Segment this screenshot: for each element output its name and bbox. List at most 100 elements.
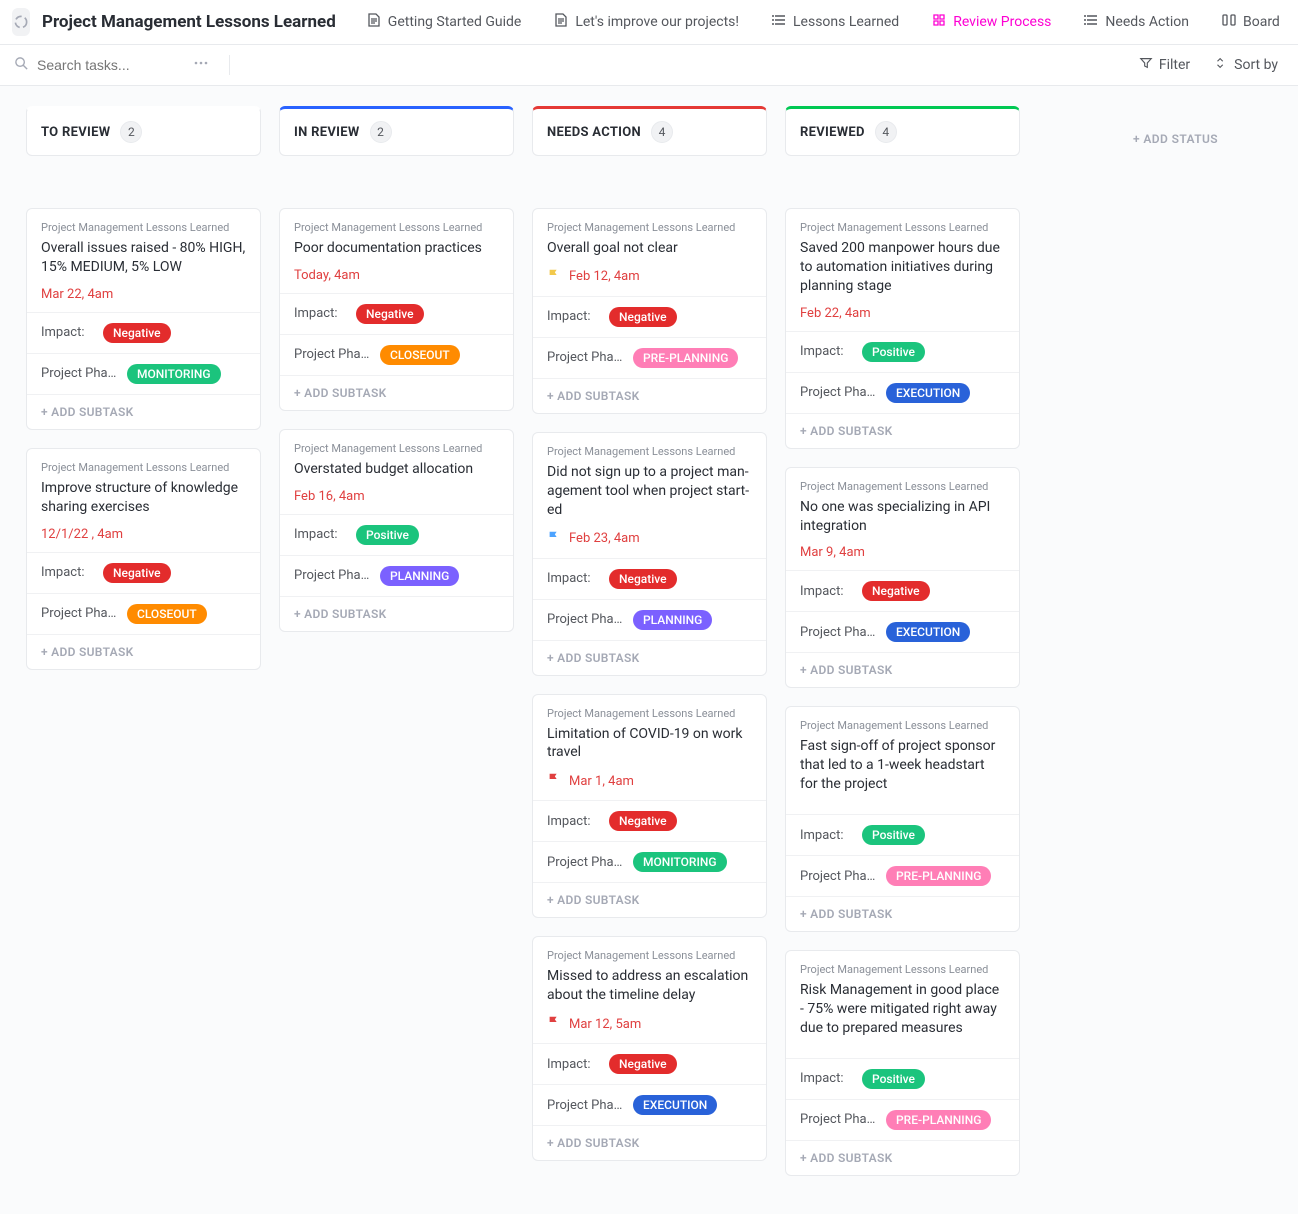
phase-badge: PRE-PLANNING bbox=[633, 348, 738, 368]
card-due-date: Feb 12, 4am bbox=[569, 269, 640, 284]
tab-getting-started-guide[interactable]: Getting Started Guide bbox=[356, 6, 532, 38]
impact-label: Impact: bbox=[547, 1057, 599, 1072]
phase-badge: MONITORING bbox=[633, 852, 727, 872]
impact-badge: Negative bbox=[609, 811, 677, 831]
impact-label: Impact: bbox=[294, 527, 346, 542]
add-subtask-button[interactable]: + ADD SUBTASK bbox=[786, 413, 1019, 448]
add-subtask-button[interactable]: + ADD SUBTASK bbox=[280, 375, 513, 410]
impact-field: Impact: Negative bbox=[280, 293, 513, 334]
task-card[interactable]: Project Management Lessons Learned Fast … bbox=[785, 706, 1020, 932]
sort-label: Sort by bbox=[1234, 57, 1278, 73]
phase-label: Project Phase: bbox=[547, 855, 623, 870]
phase-field: Project Phase: PRE-PLANNING bbox=[786, 1099, 1019, 1140]
task-card[interactable]: Project Management Lessons Learned No on… bbox=[785, 467, 1020, 689]
flag-icon bbox=[547, 530, 561, 548]
card-due-date: Mar 1, 4am bbox=[569, 774, 634, 789]
card-project-label: Project Management Lessons Learned bbox=[294, 221, 499, 234]
tab-review-process[interactable]: Review Process bbox=[921, 6, 1061, 38]
search-input[interactable] bbox=[37, 57, 177, 73]
impact-field: Impact: Positive bbox=[786, 814, 1019, 855]
phase-label: Project Phase: bbox=[547, 612, 623, 627]
column-title: NEEDS ACTION bbox=[547, 125, 641, 140]
impact-label: Impact: bbox=[294, 306, 346, 321]
impact-field: Impact: Positive bbox=[786, 1058, 1019, 1099]
add-subtask-button[interactable]: + ADD SUBTASK bbox=[786, 652, 1019, 687]
add-subtask-button[interactable]: + ADD SUBTASK bbox=[786, 896, 1019, 931]
card-title: Poor documentation practices bbox=[294, 239, 499, 258]
card-due-date: Feb 23, 4am bbox=[569, 531, 640, 546]
impact-label: Impact: bbox=[800, 344, 852, 359]
phase-label: Project Phase: bbox=[547, 350, 623, 365]
column-count: 2 bbox=[120, 121, 142, 143]
add-subtask-button[interactable]: + ADD SUBTASK bbox=[27, 394, 260, 429]
tab-label: Lessons Learned bbox=[793, 14, 899, 30]
card-project-label: Project Management Lessons Learned bbox=[547, 949, 752, 962]
phase-field: Project Phase: EXECUTION bbox=[786, 372, 1019, 413]
add-subtask-button[interactable]: + ADD SUBTASK bbox=[280, 596, 513, 631]
column-reviewed: REVIEWED 4 Project Management Lessons Le… bbox=[785, 106, 1020, 1194]
add-subtask-button[interactable]: + ADD SUBTASK bbox=[533, 640, 766, 675]
column-header[interactable]: REVIEWED 4 bbox=[785, 106, 1020, 156]
phase-badge: CLOSEOUT bbox=[127, 604, 207, 624]
add-subtask-button[interactable]: + ADD SUBTASK bbox=[533, 1125, 766, 1160]
tab-let-s-improve-our-projects[interactable]: Let's improve our projects! bbox=[543, 6, 749, 38]
toolbar: Filter Sort by bbox=[0, 45, 1298, 86]
task-card[interactable]: Project Management Lessons Learned Overs… bbox=[279, 429, 514, 632]
column-header[interactable]: TO REVIEW 2 bbox=[26, 106, 261, 156]
task-card[interactable]: Project Management Lessons Learned Overa… bbox=[26, 208, 261, 430]
phase-field: Project Phase: EXECUTION bbox=[533, 1084, 766, 1125]
impact-badge: Negative bbox=[103, 323, 171, 343]
impact-field: Impact: Negative bbox=[27, 312, 260, 353]
tab-board[interactable]: Board bbox=[1211, 6, 1290, 38]
phase-field: Project Phase: EXECUTION bbox=[786, 611, 1019, 652]
task-card[interactable]: Project Management Lessons Learned Poor … bbox=[279, 208, 514, 411]
impact-label: Impact: bbox=[800, 584, 852, 599]
card-due-date: Feb 16, 4am bbox=[294, 489, 365, 504]
column-header[interactable]: NEEDS ACTION 4 bbox=[532, 106, 767, 156]
board-icon bbox=[1221, 12, 1237, 32]
list-icon bbox=[771, 12, 787, 32]
impact-badge: Negative bbox=[609, 569, 677, 589]
phase-label: Project Phase: bbox=[294, 568, 370, 583]
impact-label: Impact: bbox=[547, 571, 599, 586]
impact-badge: Positive bbox=[356, 525, 419, 545]
phase-label: Project Phase: bbox=[41, 366, 117, 381]
doc-icon bbox=[553, 12, 569, 32]
task-card[interactable]: Project Management Lessons Learned Did n… bbox=[532, 432, 767, 676]
task-card[interactable]: Project Management Lessons Learned Limit… bbox=[532, 694, 767, 919]
tab-needs-action[interactable]: Needs Action bbox=[1073, 6, 1199, 38]
phase-badge: PLANNING bbox=[633, 610, 712, 630]
tab-label: Getting Started Guide bbox=[388, 14, 522, 30]
column-count: 4 bbox=[651, 121, 673, 143]
card-title: Limitation of COVID-19 on work trav­el bbox=[547, 725, 752, 763]
add-subtask-button[interactable]: + ADD SUBTASK bbox=[533, 882, 766, 917]
column-header[interactable]: IN REVIEW 2 bbox=[279, 106, 514, 156]
filter-button[interactable]: Filter bbox=[1133, 52, 1196, 78]
task-card[interactable]: Project Management Lessons Learned Impro… bbox=[26, 448, 261, 670]
more-button[interactable] bbox=[189, 51, 213, 79]
impact-label: Impact: bbox=[800, 1071, 852, 1086]
add-subtask-button[interactable]: + ADD SUBTASK bbox=[533, 378, 766, 413]
task-card[interactable]: Project Management Lessons Learned Saved… bbox=[785, 208, 1020, 449]
filter-icon bbox=[1139, 56, 1153, 74]
task-card[interactable]: Project Management Lessons Learned Overa… bbox=[532, 208, 767, 414]
phase-label: Project Phase: bbox=[547, 1098, 623, 1113]
column-title: TO REVIEW bbox=[41, 125, 110, 140]
add-status-button[interactable]: + ADD STATUS bbox=[1133, 132, 1218, 146]
impact-field: Impact: Negative bbox=[533, 558, 766, 599]
card-project-label: Project Management Lessons Learned bbox=[41, 461, 246, 474]
add-subtask-button[interactable]: + ADD SUBTASK bbox=[27, 634, 260, 669]
column-title: IN REVIEW bbox=[294, 125, 360, 140]
impact-field: Impact: Negative bbox=[533, 1043, 766, 1084]
impact-label: Impact: bbox=[41, 325, 93, 340]
add-subtask-button[interactable]: + ADD SUBTASK bbox=[786, 1140, 1019, 1175]
task-card[interactable]: Project Management Lessons Learned Misse… bbox=[532, 936, 767, 1161]
board: TO REVIEW 2 Project Management Lessons L… bbox=[0, 86, 1298, 1214]
card-title: Saved 200 manpower hours due to automati… bbox=[800, 239, 1005, 296]
column-needs-action: NEEDS ACTION 4 Project Management Lesson… bbox=[532, 106, 767, 1179]
task-card[interactable]: Project Management Lessons Learned Risk … bbox=[785, 950, 1020, 1176]
tab-lessons-learned[interactable]: Lessons Learned bbox=[761, 6, 909, 38]
card-due-date: Feb 22, 4am bbox=[800, 306, 871, 321]
impact-field: Impact: Negative bbox=[533, 800, 766, 841]
sort-button[interactable]: Sort by bbox=[1208, 52, 1284, 78]
